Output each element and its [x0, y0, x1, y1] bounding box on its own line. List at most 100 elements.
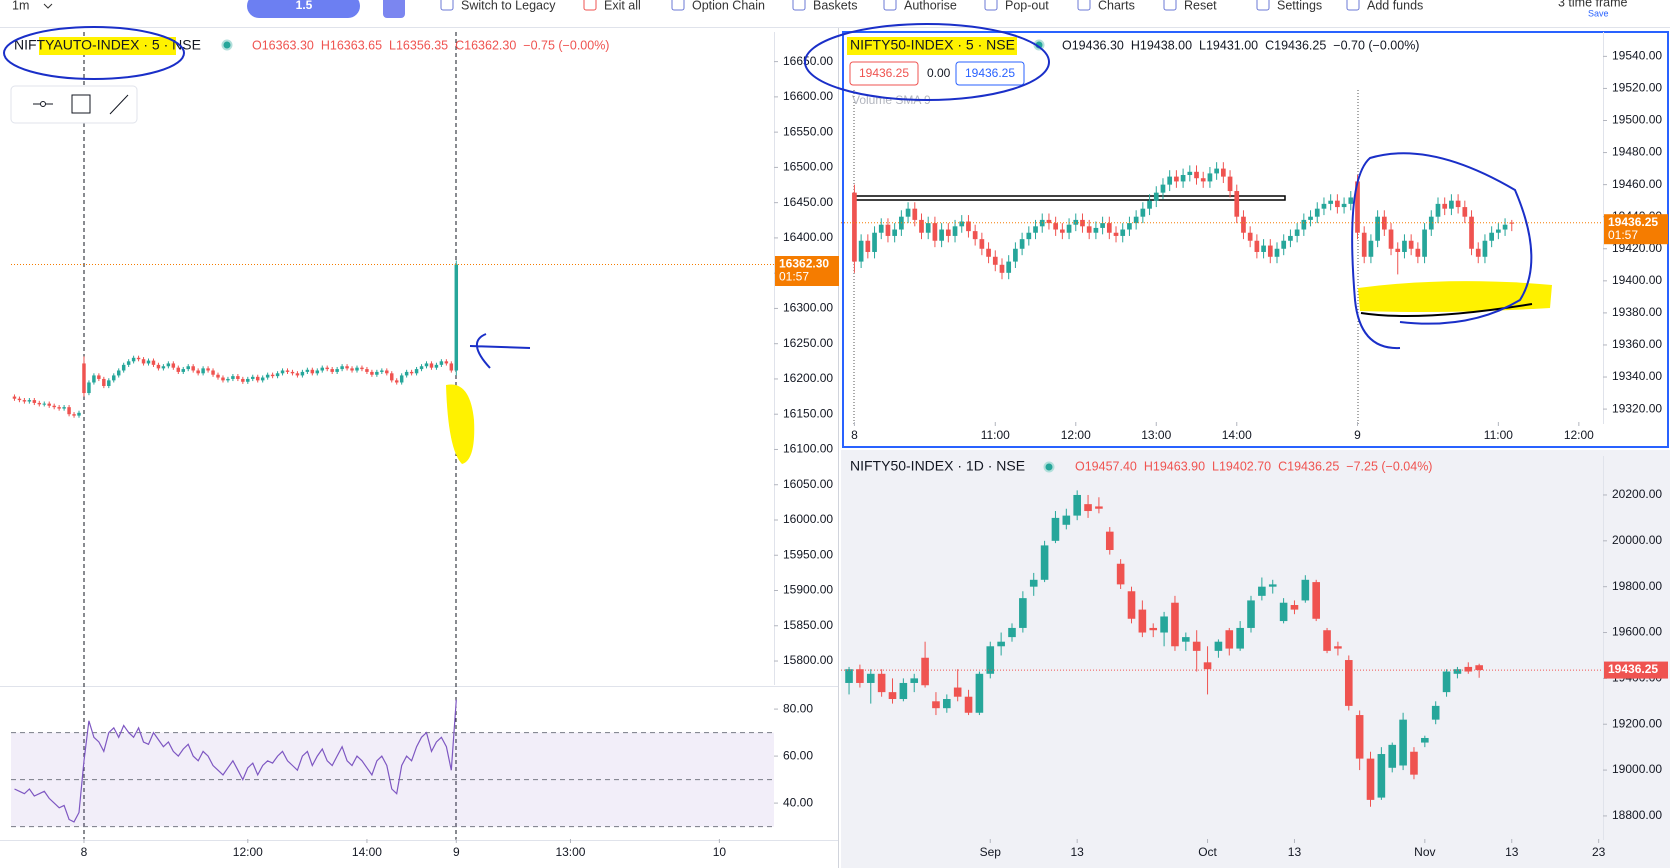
candle-body: [131, 357, 136, 362]
toolbar-item[interactable]: Baskets: [813, 0, 857, 12]
candle-body: [1388, 229, 1394, 249]
candle-body: [919, 219, 924, 233]
toolbar-item[interactable]: Add funds: [1367, 0, 1423, 12]
candle-body: [1321, 203, 1327, 209]
candle-body: [1377, 754, 1386, 798]
candle-body: [1084, 504, 1092, 512]
ohlc-value: H19438.00: [1131, 38, 1192, 52]
y-tick-label: 20200.00: [1612, 487, 1662, 501]
candle-body: [1113, 232, 1119, 236]
candle-body: [141, 359, 146, 364]
candle-body: [419, 366, 424, 370]
y-tick-label: 16250.00: [783, 336, 833, 350]
candle-body: [394, 380, 399, 383]
candle-body: [939, 229, 944, 241]
ohlc-value: C19436.25: [1278, 459, 1339, 473]
candle-body: [1267, 245, 1273, 257]
toolbar-item[interactable]: Charts: [1098, 0, 1135, 12]
highlight: [39, 37, 176, 55]
x-tick-label: 13:00: [555, 845, 585, 859]
candle-body: [1008, 627, 1016, 638]
toolbar-item[interactable]: Pop-out: [1005, 0, 1049, 12]
status-dot: [221, 39, 233, 51]
toolbar-icon: [1077, 0, 1091, 11]
toolbar-item[interactable]: Authorise: [904, 0, 957, 12]
toolbar-item[interactable]: Exit all: [604, 0, 641, 12]
candle-body: [1399, 719, 1407, 766]
candle-body: [1105, 531, 1114, 550]
toolbar-item[interactable]: Reset: [1184, 0, 1217, 12]
candle-body: [1140, 208, 1146, 217]
x-tick-label: 9: [1354, 428, 1361, 442]
candle-body: [1127, 223, 1132, 230]
last-price-label: 19436.25: [1608, 215, 1658, 229]
icon[interactable]: [383, 0, 405, 18]
arrow-annotation: [469, 333, 531, 369]
symbol-title[interactable]: NIFTY50-INDEX · 5 · NSE: [850, 37, 1015, 53]
candle-body: [1254, 240, 1260, 252]
candle-body: [1455, 200, 1461, 208]
bid-box[interactable]: [849, 61, 919, 86]
symbol-title[interactable]: NIFTYAUTO-INDEX · 5 · NSE: [14, 37, 201, 53]
interval[interactable]: 1m: [12, 0, 29, 12]
candle-body: [1422, 229, 1427, 257]
candle-body: [1019, 239, 1025, 249]
pill-label: 1.5: [296, 0, 313, 12]
candle-body: [945, 229, 951, 236]
ohlc-value: −0.70 (−0.00%): [1333, 38, 1419, 52]
toolbar-icon: [1163, 0, 1177, 11]
candle-body: [1147, 200, 1152, 209]
candle-body: [1421, 737, 1429, 743]
toolbar-item[interactable]: Option Chain: [692, 0, 765, 12]
y-tick-label: 19400.00: [1612, 273, 1662, 287]
daily-pane-bg: [841, 450, 1670, 868]
candle-body: [424, 363, 429, 367]
candle-body: [852, 192, 857, 262]
candle-body: [1006, 261, 1012, 273]
candle-body: [399, 375, 404, 383]
candle-body: [1153, 192, 1159, 201]
candle-body: [206, 368, 210, 371]
candle-body: [226, 378, 230, 381]
candle-body: [1482, 240, 1488, 257]
candle-body: [1268, 584, 1277, 587]
candle-body: [1355, 181, 1360, 233]
toolbar-item[interactable]: Settings: [1277, 0, 1322, 12]
candle-body: [1171, 602, 1179, 647]
candle-body: [67, 407, 71, 415]
x-tick-label: 8: [81, 845, 88, 859]
candle-body: [196, 370, 200, 374]
candle-body: [126, 361, 131, 365]
candle-body: [1314, 208, 1320, 217]
y-tick-label: 19460.00: [1612, 177, 1662, 191]
candle-body: [1227, 176, 1233, 192]
ohlc-value: L19431.00: [1199, 38, 1258, 52]
tool-icon[interactable]: [109, 94, 129, 115]
ask-box[interactable]: [955, 61, 1025, 86]
candle-body: [285, 370, 290, 372]
candle-body: [439, 361, 444, 365]
bid: 19436.25: [859, 66, 909, 80]
candle-body: [1174, 176, 1179, 182]
candle-body: [1274, 248, 1280, 257]
candle-body: [1100, 223, 1105, 228]
candle-body: [1225, 630, 1234, 649]
toolbar-item[interactable]: Switch to Legacy: [461, 0, 556, 12]
pill[interactable]: [247, 0, 360, 18]
candle-body: [1402, 240, 1407, 252]
chevron: [43, 3, 53, 9]
y-tick-label: 19000.00: [1612, 762, 1662, 776]
tool-icon[interactable]: [71, 94, 91, 114]
save[interactable]: Save: [1588, 8, 1609, 18]
candle-body: [255, 376, 260, 381]
candle-body: [1033, 226, 1038, 233]
candle-body: [121, 364, 126, 371]
candle-body: [1435, 203, 1441, 217]
layout[interactable]: 3 time frame: [1558, 0, 1628, 9]
symbol-title[interactable]: NIFTY50-INDEX · 1D · NSE: [850, 458, 1025, 474]
candle-body: [350, 368, 354, 371]
candle-body: [1335, 200, 1340, 208]
ohlc-value: C19436.25: [1265, 38, 1326, 52]
candle-body: [191, 366, 195, 371]
